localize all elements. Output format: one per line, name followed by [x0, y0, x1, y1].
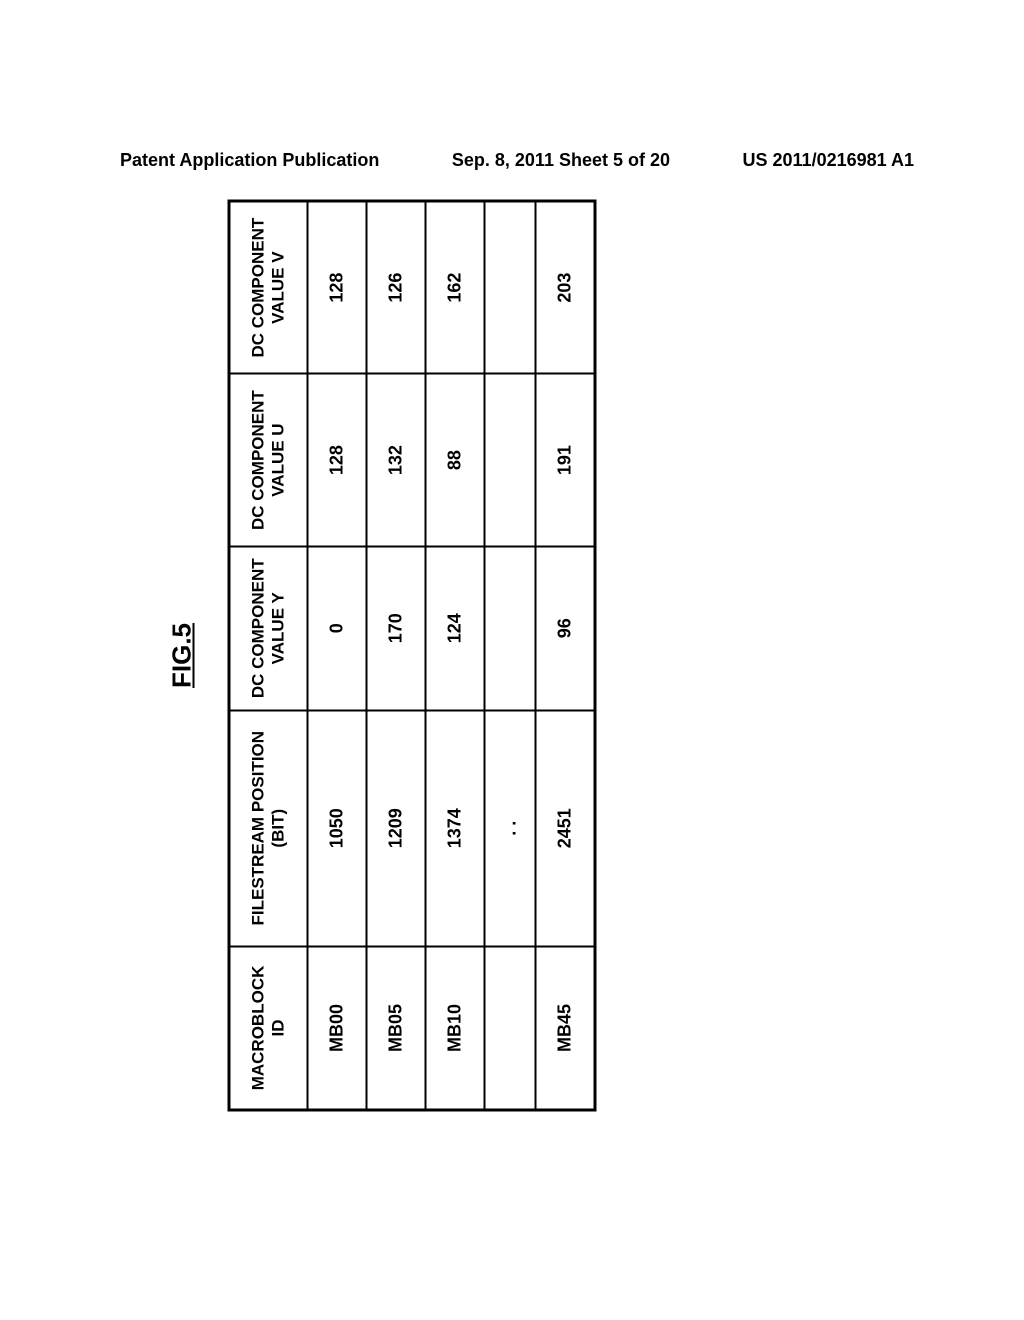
cell-id: MB45 [536, 946, 596, 1110]
cell-y: 124 [426, 546, 485, 710]
header-right: US 2011/0216981 A1 [743, 150, 914, 171]
cell-y: 0 [308, 546, 367, 710]
cell-pos: . . [485, 710, 536, 946]
table-row: MB00 1050 0 128 128 [308, 201, 367, 1110]
cell-id: MB00 [308, 946, 367, 1110]
header-left: Patent Application Publication [120, 150, 379, 171]
figure-label: FIG.5 [167, 200, 198, 1112]
table-row: MB45 2451 96 191 203 [536, 201, 596, 1110]
cell-pos: 2451 [536, 710, 596, 946]
col-header-dc-y: DC COMPONENT VALUE Y [229, 546, 308, 710]
data-table: MACROBLOCK ID FILESTREAM POSITION (BIT) … [228, 200, 597, 1112]
cell-v: 126 [367, 201, 426, 374]
cell-pos: 1374 [426, 710, 485, 946]
cell-u: 132 [367, 374, 426, 547]
cell-id [485, 946, 536, 1110]
table-header-row: MACROBLOCK ID FILESTREAM POSITION (BIT) … [229, 201, 308, 1110]
cell-v: 128 [308, 201, 367, 374]
cell-u [485, 374, 536, 547]
table-row-ellipsis: . . [485, 201, 536, 1110]
cell-y: 96 [536, 546, 596, 710]
page-header: Patent Application Publication Sep. 8, 2… [0, 150, 1024, 171]
cell-u: 88 [426, 374, 485, 547]
cell-pos: 1209 [367, 710, 426, 946]
col-header-filestream-position: FILESTREAM POSITION (BIT) [229, 710, 308, 946]
cell-v [485, 201, 536, 374]
col-header-dc-u: DC COMPONENT VALUE U [229, 374, 308, 547]
table-row: MB05 1209 170 132 126 [367, 201, 426, 1110]
table-row: MB10 1374 124 88 162 [426, 201, 485, 1110]
cell-u: 128 [308, 374, 367, 547]
cell-y: 170 [367, 546, 426, 710]
cell-v: 162 [426, 201, 485, 374]
cell-u: 191 [536, 374, 596, 547]
col-header-dc-v: DC COMPONENT VALUE V [229, 201, 308, 374]
cell-y [485, 546, 536, 710]
col-header-macroblock-id: MACROBLOCK ID [229, 946, 308, 1110]
cell-id: MB05 [367, 946, 426, 1110]
header-center: Sep. 8, 2011 Sheet 5 of 20 [452, 150, 670, 171]
cell-id: MB10 [426, 946, 485, 1110]
cell-pos: 1050 [308, 710, 367, 946]
cell-v: 203 [536, 201, 596, 374]
figure-container: FIG.5 MACROBLOCK ID FILESTREAM POSITION … [12, 356, 924, 957]
